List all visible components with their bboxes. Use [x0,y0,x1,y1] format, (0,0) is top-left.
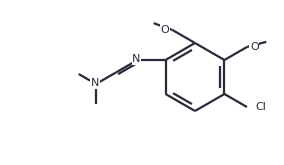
Text: Cl: Cl [255,102,266,112]
Text: N: N [132,54,141,64]
Text: N: N [91,78,99,88]
Text: O: O [250,42,259,52]
Text: O: O [161,25,170,35]
